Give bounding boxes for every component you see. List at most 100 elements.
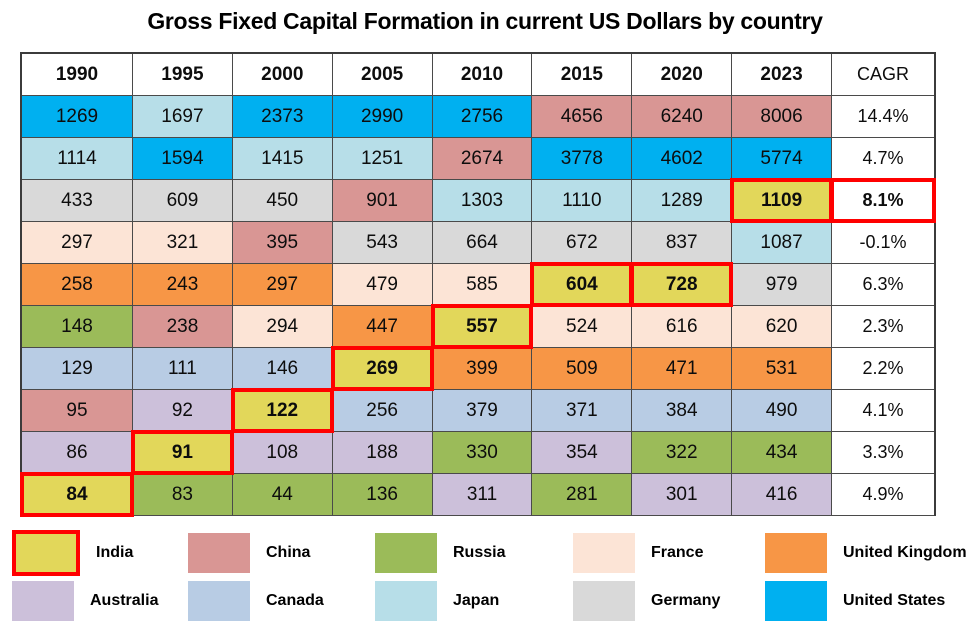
cell-2020-germany: 837 [632,222,733,264]
legend-swatch-france [573,533,635,573]
legend-label-canada: Canada [266,592,324,609]
legend-item-australia: Australia [12,578,188,624]
cell-2000-india: 122 [230,388,334,433]
cell-2010-united_kingdom: 399 [432,348,533,390]
cell-1995-france: 321 [133,222,233,264]
cell-2000-japan: 1415 [232,138,333,180]
legend-swatch-germany [573,581,635,621]
cell-2023-canada: 490 [732,390,832,432]
cell-2015-united_kingdom: 509 [532,348,633,390]
cell-2015-russia: 281 [532,474,633,516]
cell-2023-china: 8006 [732,96,832,138]
cell-1995-russia: 83 [133,474,233,516]
cell-1990-japan: 1114 [22,138,133,180]
cell-2020-india: 728 [630,262,733,307]
cell-2000-france: 294 [232,306,333,348]
cell-1995-united_states: 1594 [133,138,233,180]
cell-1995-canada: 111 [133,348,233,390]
legend-item-germany: Germany [573,578,765,624]
year-header-2010: 2010 [432,54,533,96]
country-legend: India China Russia France United Kingdom Aust… [12,530,967,624]
cell-1990-russia: 148 [22,306,133,348]
cell-2015-canada: 371 [532,390,633,432]
legend-item-france: France [573,530,765,576]
cell-2005-russia: 136 [332,474,433,516]
cell-2020-japan: 1289 [632,180,733,222]
cagr-value-row-3: 8.1% [829,178,936,223]
year-header-2023: 2023 [732,54,832,96]
cell-2010-japan: 1303 [432,180,533,222]
cell-2023-india: 1109 [730,178,833,223]
legend-label-united_kingdom: United Kingdom [843,544,967,561]
cell-1995-india: 91 [131,430,234,475]
cagr-value-row-10: 4.9% [831,474,934,516]
legend-label-russia: Russia [453,544,506,561]
cell-2000-russia: 44 [232,474,333,516]
legend-item-russia: Russia [375,530,573,576]
cell-1990-france: 297 [22,222,133,264]
cell-2010-united_states: 2756 [432,96,533,138]
cell-2015-united_states: 3778 [532,138,633,180]
cell-1990-canada: 129 [22,348,133,390]
cell-2015-china: 4656 [532,96,633,138]
cagr-value-row-4: -0.1% [831,222,934,264]
cell-2020-russia: 322 [632,432,733,474]
year-header-2020: 2020 [632,54,733,96]
cell-2005-canada: 256 [332,390,433,432]
cell-2020-france: 616 [632,306,733,348]
cagr-header: CAGR [831,54,934,96]
cell-2020-united_states: 4602 [632,138,733,180]
year-header-2000: 2000 [232,54,333,96]
cell-2005-france: 479 [332,264,433,306]
legend-item-canada: Canada [188,578,375,624]
cell-2023-germany: 979 [732,264,832,306]
legend-item-united_kingdom: United Kingdom [765,530,967,576]
cell-2015-germany: 672 [532,222,633,264]
cell-2010-russia: 330 [432,432,533,474]
cell-2005-germany: 543 [332,222,433,264]
cell-2015-japan: 1110 [532,180,633,222]
cell-1995-china: 238 [133,306,233,348]
cell-2000-china: 395 [232,222,333,264]
legend-label-india: India [96,544,134,561]
cell-2000-australia: 108 [232,432,333,474]
cell-2020-united_kingdom: 471 [632,348,733,390]
cagr-value-row-6: 2.3% [831,306,934,348]
cell-2000-united_states: 2373 [232,96,333,138]
cell-2010-france: 585 [432,264,533,306]
cell-2005-united_kingdom: 447 [332,306,433,348]
cell-2010-canada: 379 [432,390,533,432]
cell-1990-united_states: 1269 [22,96,133,138]
cell-2020-china: 6240 [632,96,733,138]
cell-2010-germany: 664 [432,222,533,264]
legend-item-india: India [12,530,188,576]
cell-2000-germany: 450 [232,180,333,222]
cell-2015-australia: 354 [532,432,633,474]
year-header-1990: 1990 [22,54,133,96]
cell-2020-canada: 384 [632,390,733,432]
year-header-2015: 2015 [532,54,633,96]
legend-swatch-australia [12,581,74,621]
page-title: Gross Fixed Capital Formation in current… [147,8,823,34]
legend-item-united_states: United States [765,578,967,624]
legend-label-germany: Germany [651,592,721,609]
legend-swatch-india [12,530,80,576]
cell-1990-united_kingdom: 258 [22,264,133,306]
legend-label-australia: Australia [90,592,159,609]
legend-label-france: France [651,544,704,561]
legend-item-china: China [188,530,375,576]
cell-1995-united_kingdom: 243 [133,264,233,306]
legend-item-japan: Japan [375,578,573,624]
cell-2010-india: 557 [430,304,534,349]
cell-2005-china: 901 [332,180,433,222]
legend-swatch-united_states [765,581,827,621]
legend-label-china: China [266,544,311,561]
cell-1995-australia: 92 [133,390,233,432]
cell-2023-united_kingdom: 531 [732,348,832,390]
cell-2005-united_states: 2990 [332,96,433,138]
gfcf-data-table: 1990 1995 2000 2005 2010 2015 2020 2023 CAGR 1269… [20,52,936,517]
legend-swatch-china [188,533,250,573]
cell-1995-germany: 609 [133,180,233,222]
cell-1990-germany: 433 [22,180,133,222]
